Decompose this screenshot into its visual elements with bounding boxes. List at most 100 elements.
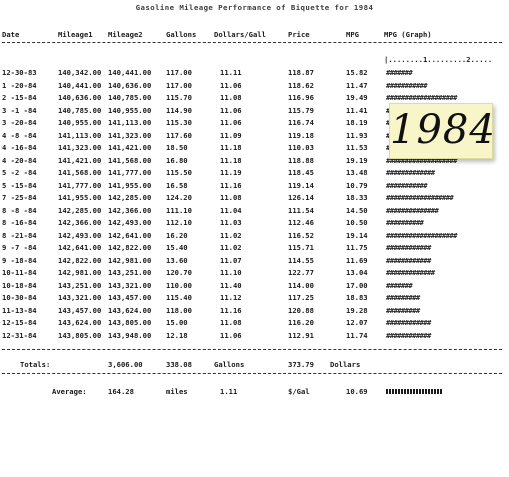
cell-price: 110.03 — [288, 143, 314, 152]
cell-price: 119.14 — [288, 180, 314, 190]
cell-date: 8 -8 -84 — [2, 205, 37, 215]
cell-dollars-gall: 11.10 — [220, 268, 242, 277]
cell-mpg-graph: ############ — [386, 330, 431, 340]
cell-price: 118.88 — [288, 155, 314, 165]
report-title: Gasoline Mileage Performance of Biquette… — [135, 3, 374, 12]
cell-mileage1: 143,805.00 — [58, 330, 102, 340]
cell-mileage1: 141,777.00 — [58, 180, 102, 190]
cell-price: 115.71 — [288, 243, 314, 252]
cell-mpg-graph: ############ — [386, 318, 431, 327]
table-row: 8 -21-84 142,493.00 142,641.00 16.20 11.02 11… — [0, 231, 509, 241]
cell-date: 1 -20-84 — [2, 80, 37, 90]
cell-mileage2: 141,568.00 — [108, 155, 152, 165]
cell-date: 3 -1 -84 — [2, 105, 37, 115]
cell-date: 10-18-84 — [2, 280, 37, 290]
table-row: 5 -2 -84 141,568.00 141,777.00 115.50 11.19 1… — [0, 168, 509, 178]
cell-mileage1: 140,636.00 — [58, 93, 102, 102]
cell-date: 2 -15-84 — [2, 93, 37, 102]
cell-mpg: 12.07 — [346, 318, 368, 327]
cell-mpg-graph: ################### — [386, 155, 457, 165]
cell-dollars-gall: 11.40 — [220, 280, 242, 290]
column-header-row: Date Mileage1 Mileage2 Gallons Dollars/G… — [0, 30, 509, 40]
cell-price: 114.00 — [288, 280, 314, 290]
cell-mpg: 10.79 — [346, 180, 368, 190]
cell-dollars-gall: 11.08 — [220, 93, 242, 102]
header-mpg: MPG — [346, 30, 359, 39]
cell-gallons: 115.30 — [166, 118, 192, 127]
cell-mileage2: 143,251.00 — [108, 268, 152, 277]
table-row: 8 -8 -84 142,285.00 142,366.00 111.10 11.04 1… — [0, 206, 509, 216]
cell-dollars-gall: 11.03 — [220, 218, 242, 227]
cell-price: 118.87 — [288, 68, 314, 77]
cell-mpg-graph: ################## — [386, 193, 454, 202]
cell-gallons: 120.70 — [166, 268, 192, 277]
cell-mpg-graph: ########### — [386, 180, 428, 190]
cell-gallons: 18.50 — [166, 143, 188, 152]
table-row: 11-13-84 143,457.00 143,624.00 118.00 11.16 1… — [0, 306, 509, 316]
cell-mileage2: 143,948.00 — [108, 330, 152, 340]
table-row: 10-30-84 143,321.00 143,457.00 115.40 11.12 1… — [0, 293, 509, 303]
cell-price: 118.45 — [288, 168, 314, 177]
cell-dollars-gall: 11.02 — [220, 243, 242, 252]
cell-date: 12-31-84 — [2, 330, 37, 340]
table-row: 8 -16-84 142,366.00 142,493.00 112.10 11.03 1… — [0, 218, 509, 228]
cell-mileage2: 141,323.00 — [108, 130, 152, 140]
cell-mpg-graph: ######### — [386, 293, 420, 302]
totals-row: Totals: 3,606.00 338.08 Gallons 373.79 D… — [0, 360, 509, 370]
cell-mpg: 19.49 — [346, 93, 368, 102]
cell-date: 7 -25-84 — [2, 193, 37, 202]
cell-date: 11-13-84 — [2, 305, 37, 315]
cell-gallons: 12.18 — [166, 330, 188, 340]
cell-price: 116.74 — [288, 118, 314, 127]
cell-date: 5 -2 -84 — [2, 168, 37, 177]
cell-mileage1: 140,785.00 — [58, 105, 102, 115]
cell-mpg: 11.93 — [346, 130, 368, 140]
averages-dollars-per-gal: 1.11 — [220, 387, 238, 396]
cell-mpg: 11.47 — [346, 80, 368, 90]
cell-mpg-graph: ########## — [386, 218, 424, 227]
averages-row: Average: 164.28 miles 1.11 $/Gal 10.69 — [0, 387, 509, 397]
header-mileage2: Mileage2 — [108, 30, 143, 39]
cell-date: 9 -18-84 — [2, 255, 37, 265]
cell-mileage1: 141,113.00 — [58, 130, 102, 140]
cell-mileage2: 142,493.00 — [108, 218, 152, 227]
cell-gallons: 16.80 — [166, 155, 188, 165]
totals-gallons: 338.08 — [166, 360, 192, 369]
report-sheet: Gasoline Mileage Performance of Biquette… — [0, 3, 509, 397]
sticky-note: 1984 — [389, 103, 495, 159]
table-row: 4 -20-84 141,421.00 141,568.00 16.80 11.18 11… — [0, 156, 509, 166]
cell-price: 117.25 — [288, 293, 314, 302]
table-row: 12-30-83 140,342.00 140,441.00 117.00 11.11 1… — [0, 68, 509, 78]
cell-price: 115.79 — [288, 105, 314, 115]
cell-date: 12-30-83 — [2, 68, 37, 77]
cell-mileage2: 142,641.00 — [108, 230, 152, 240]
table-row: 9 -18-84 142,822.00 142,981.00 13.60 11.07 11… — [0, 256, 509, 266]
cell-mileage2: 142,822.00 — [108, 243, 152, 252]
cell-mileage1: 141,421.00 — [58, 155, 102, 165]
cell-mpg: 11.74 — [346, 330, 368, 340]
cell-dollars-gall: 11.18 — [220, 155, 242, 165]
cell-gallons: 112.10 — [166, 218, 192, 227]
cell-mpg-graph: ######### — [386, 305, 420, 315]
cell-dollars-gall: 11.16 — [220, 180, 242, 190]
cell-mpg-graph: ####### — [386, 280, 413, 290]
cell-price: 111.54 — [288, 205, 314, 215]
cell-dollars-gall: 11.02 — [220, 230, 242, 240]
cell-mileage2: 142,285.00 — [108, 193, 152, 202]
cell-date: 9 -7 -84 — [2, 243, 37, 252]
table-row: 1 -20-84 140,441.00 140,636.00 117.00 11.06 1… — [0, 81, 509, 91]
cell-dollars-gall: 11.07 — [220, 255, 242, 265]
cell-date: 8 -16-84 — [2, 218, 37, 227]
cell-price: 118.62 — [288, 80, 314, 90]
cell-date: 10-30-84 — [2, 293, 37, 302]
cell-price: 112.46 — [288, 218, 314, 227]
averages-miles: 164.28 — [108, 387, 134, 396]
cell-price: 120.88 — [288, 305, 314, 315]
averages-miles-unit: miles — [166, 387, 188, 396]
totals-rule — [2, 349, 502, 350]
header-mileage1: Mileage1 — [58, 30, 93, 39]
cell-date: 4 -20-84 — [2, 155, 37, 165]
cell-mileage2: 143,321.00 — [108, 280, 152, 290]
cell-dollars-gall: 11.06 — [220, 330, 242, 340]
cell-gallons: 117.60 — [166, 130, 192, 140]
